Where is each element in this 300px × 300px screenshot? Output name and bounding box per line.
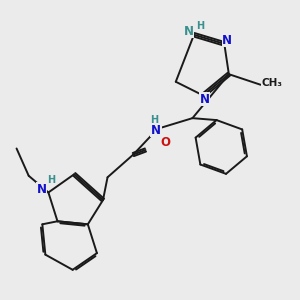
- Text: N: N: [200, 92, 210, 106]
- Text: H: H: [196, 21, 205, 31]
- Text: CH₃: CH₃: [262, 78, 283, 88]
- Text: N: N: [151, 124, 161, 137]
- Text: H: H: [150, 115, 158, 125]
- Text: O: O: [160, 136, 170, 149]
- Text: N: N: [222, 34, 232, 47]
- Text: N: N: [184, 25, 194, 38]
- Text: H: H: [47, 175, 56, 185]
- Text: N: N: [37, 183, 47, 196]
